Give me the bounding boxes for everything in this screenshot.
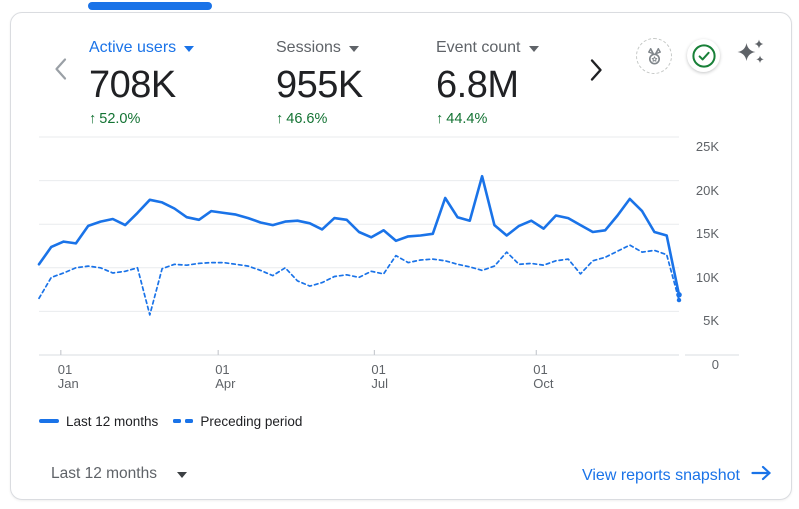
up-arrow-icon: ↑ bbox=[436, 111, 444, 127]
metric-selector-event-count[interactable]: Event count bbox=[436, 38, 601, 58]
metric-delta: ↑ 46.6% bbox=[276, 111, 441, 127]
overview-card: Active users 708K ↑ 52.0% Sessions 955K … bbox=[10, 12, 792, 500]
metric-label: Sessions bbox=[276, 39, 341, 56]
up-arrow-icon: ↑ bbox=[89, 111, 97, 127]
metric-event-count: Event count 6.8M ↑ 44.4% bbox=[436, 38, 601, 127]
x-axis-tick-label: 01 Jan bbox=[57, 362, 79, 391]
metric-delta-value: 46.6% bbox=[286, 111, 328, 127]
metric-selector-active-users[interactable]: Active users bbox=[89, 38, 254, 58]
caret-down-icon bbox=[184, 46, 195, 52]
previous-metrics-button[interactable] bbox=[51, 56, 71, 82]
legend-item-last-12-months: Last 12 months bbox=[39, 414, 158, 429]
y-axis-tick-label: 5K bbox=[703, 313, 719, 329]
dashed-line-swatch-icon bbox=[173, 419, 194, 423]
arrow-right-icon bbox=[750, 465, 773, 486]
chevron-right-icon bbox=[587, 59, 605, 85]
data-quality-button[interactable] bbox=[687, 39, 720, 72]
y-axis-tick-label: 10K bbox=[695, 269, 719, 285]
y-axis-tick-label: 0 bbox=[711, 357, 719, 372]
x-axis-tick-label: 01 Jul bbox=[371, 362, 388, 391]
medal-badge-icon bbox=[643, 45, 666, 68]
legend-label: Last 12 months bbox=[66, 413, 159, 429]
up-arrow-icon: ↑ bbox=[276, 111, 284, 127]
metric-value: 955K bbox=[276, 64, 363, 106]
timeseries-chart[interactable] bbox=[37, 136, 739, 356]
check-circle-icon bbox=[691, 43, 717, 69]
caret-down-icon bbox=[348, 46, 359, 52]
metric-delta-value: 44.4% bbox=[446, 111, 488, 127]
metric-delta: ↑ 44.4% bbox=[436, 111, 601, 127]
metric-label: Active users bbox=[89, 39, 177, 56]
y-axis-tick-label: 25K bbox=[695, 139, 719, 154]
sparkles-icon bbox=[735, 37, 767, 69]
date-range-value: Last 12 months bbox=[51, 465, 157, 482]
metric-value: 6.8M bbox=[436, 64, 519, 106]
benchmark-badge-button[interactable] bbox=[636, 38, 672, 74]
next-metrics-button[interactable] bbox=[587, 58, 605, 82]
x-axis-tick-label: 01 Apr bbox=[215, 362, 236, 391]
insights-button[interactable] bbox=[734, 36, 768, 70]
chart-legend: Last 12 months Preceding period bbox=[39, 411, 317, 431]
chevron-left-icon bbox=[51, 58, 71, 85]
metric-delta: ↑ 52.0% bbox=[89, 111, 254, 127]
solid-line-swatch-icon bbox=[39, 419, 59, 423]
view-reports-snapshot-link[interactable]: View reports snapshot bbox=[582, 465, 773, 486]
metric-value: 708K bbox=[89, 64, 176, 106]
caret-down-icon bbox=[528, 46, 539, 52]
legend-label: Preceding period bbox=[200, 413, 303, 429]
metric-selector-sessions[interactable]: Sessions bbox=[276, 38, 441, 58]
caret-down-icon bbox=[176, 472, 187, 478]
x-axis-tick-label: 01 Oct bbox=[533, 362, 554, 391]
metric-sessions: Sessions 955K ↑ 46.6% bbox=[276, 38, 441, 127]
metric-label: Event count bbox=[436, 39, 521, 56]
metric-active-users: Active users 708K ↑ 52.0% bbox=[89, 38, 254, 127]
y-axis-tick-label: 15K bbox=[695, 226, 719, 242]
metric-delta-value: 52.0% bbox=[99, 111, 141, 127]
legend-item-preceding-period: Preceding period bbox=[173, 414, 302, 429]
date-range-dropdown[interactable]: Last 12 months bbox=[51, 463, 191, 485]
active-tab-indicator bbox=[88, 2, 212, 10]
y-axis-tick-label: 20K bbox=[695, 182, 719, 198]
link-label: View reports snapshot bbox=[581, 466, 740, 484]
